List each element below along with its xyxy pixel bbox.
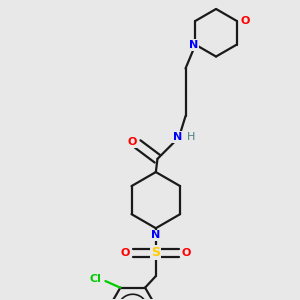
Text: O: O bbox=[127, 137, 136, 147]
Text: H: H bbox=[187, 132, 196, 142]
Text: N: N bbox=[189, 40, 198, 50]
Text: N: N bbox=[151, 230, 160, 241]
Text: O: O bbox=[182, 248, 191, 258]
Text: O: O bbox=[121, 248, 130, 258]
Text: Cl: Cl bbox=[90, 274, 101, 284]
Text: N: N bbox=[173, 132, 182, 142]
Text: O: O bbox=[240, 16, 250, 26]
Text: S: S bbox=[151, 247, 160, 260]
